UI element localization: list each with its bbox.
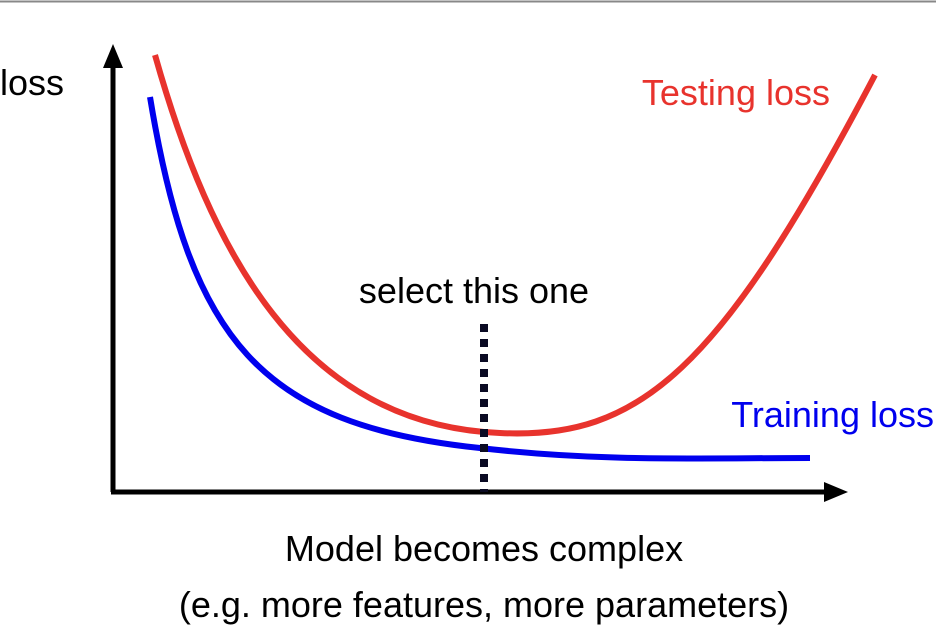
training-loss-label: Training loss — [731, 394, 934, 435]
training-loss-curve — [147, 96, 811, 462]
annotation: select this one — [359, 270, 589, 311]
testing-loss-label: Testing loss — [642, 72, 830, 113]
testing-loss-curve — [152, 54, 878, 437]
x-axis-arrow — [824, 482, 848, 502]
x-axis-label: Model becomes complex — [285, 528, 683, 569]
y-axis-arrow — [103, 44, 123, 68]
y-axis-label: loss — [0, 62, 64, 103]
x-axis-sublabel: (e.g. more features, more parameters) — [179, 584, 789, 625]
